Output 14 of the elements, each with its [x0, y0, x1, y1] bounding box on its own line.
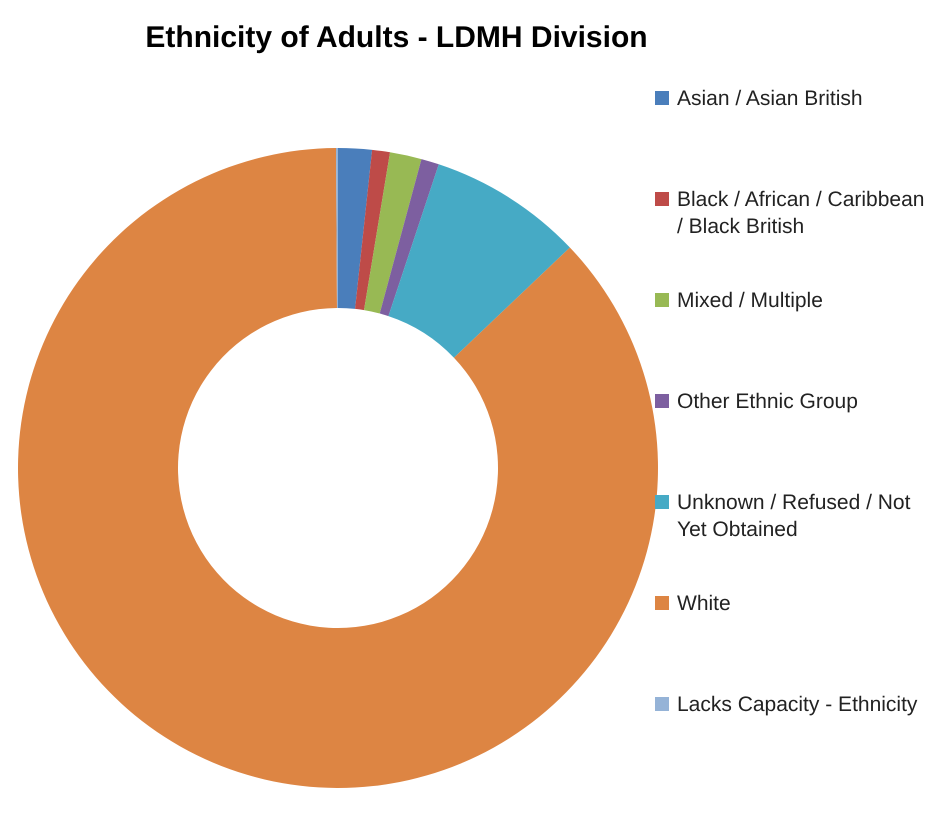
legend-label: Other Ethnic Group: [677, 388, 858, 414]
donut-slice: [380, 159, 439, 316]
legend-label: Lacks Capacity - Ethnicity: [677, 692, 918, 718]
legend-label: Black / African / Caribbean / Black British: [677, 186, 926, 240]
legend-label: Asian / Asian British: [677, 86, 863, 112]
chart-title: Ethnicity of Adults - LDMH Division: [144, 20, 649, 56]
donut-slice: [388, 164, 570, 358]
legend-label: Unknown / Refused / Not Yet Obtained: [677, 490, 912, 542]
legend-label: Mixed / Multiple: [677, 288, 823, 314]
donut-slice: [355, 150, 390, 310]
donut-slice: [338, 148, 372, 309]
legend-label: White: [677, 590, 731, 616]
donut-slice: [364, 152, 422, 314]
donut-slice: [18, 148, 658, 788]
